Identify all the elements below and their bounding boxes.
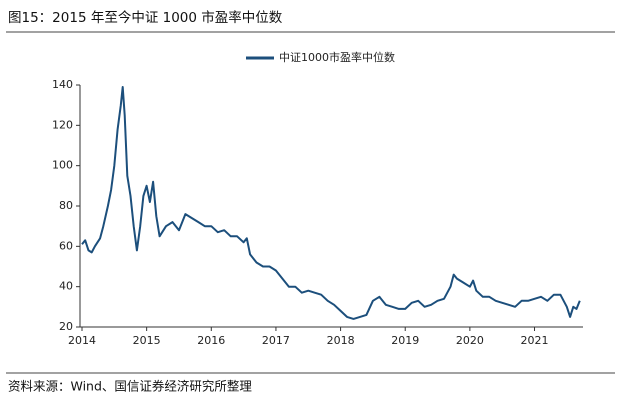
- y-tick-label: 120: [52, 118, 73, 131]
- data-line: [81, 86, 581, 320]
- chart-title: 图15：2015 年至今中证 1000 市盈率中位数: [8, 9, 283, 26]
- y-tick-label: 140: [52, 78, 73, 91]
- legend-label: 中证1000市盈率中位数: [279, 50, 395, 64]
- y-tick-label: 20: [59, 320, 73, 333]
- x-tick-label: 2016: [197, 334, 225, 347]
- x-tick-label: 2015: [133, 334, 161, 347]
- x-tick-label: 2019: [391, 334, 419, 347]
- y-tick-label: 100: [52, 159, 73, 172]
- x-tick-label: 2018: [327, 334, 355, 347]
- source-note: 资料来源：Wind、国信证券经济研究所整理: [8, 379, 252, 394]
- x-tick-label: 2014: [68, 334, 96, 347]
- x-tick-label: 2017: [262, 334, 290, 347]
- y-tick-label: 40: [59, 280, 73, 293]
- y-tick-label: 80: [59, 199, 73, 212]
- x-tick-label: 2020: [456, 334, 484, 347]
- x-tick-label: 2021: [521, 334, 549, 347]
- y-tick-label: 60: [59, 239, 73, 252]
